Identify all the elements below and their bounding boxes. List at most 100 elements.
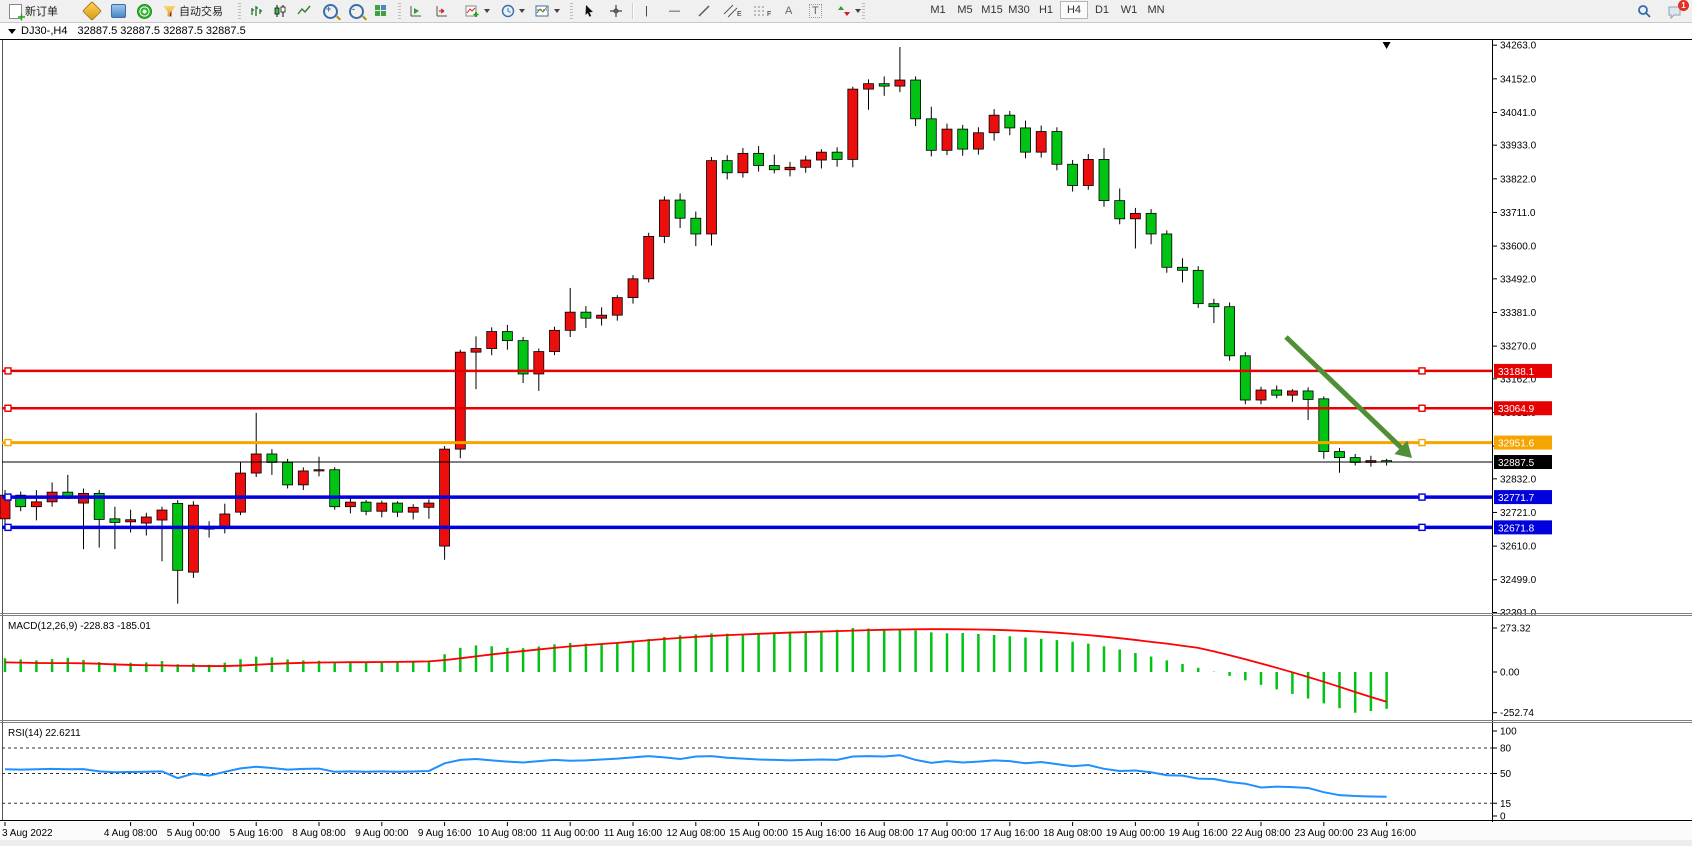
auto-trading-button[interactable]: 自动交易 [160,1,226,21]
rsi-scale-label: 50 [1500,769,1512,780]
tf-button-H4[interactable]: H4 [1060,1,1088,19]
zoom-out-icon: - [349,3,364,19]
line-handle[interactable] [4,493,12,501]
line-handle[interactable] [4,367,12,375]
tf-button-M30[interactable]: M30 [1008,4,1030,16]
auto-scroll-button[interactable] [406,1,426,21]
search-button[interactable] [1634,1,1655,21]
line-handle[interactable] [4,404,12,412]
cursor-icon [585,5,593,17]
indicators-button[interactable] [462,1,493,21]
new-order-button[interactable]: 新订单 [6,1,61,21]
vertical-line-tool[interactable]: | [642,1,651,21]
crosshair-tool-button[interactable] [606,1,626,21]
candle-body [266,453,278,463]
tf-button-D1[interactable]: D1 [1094,4,1110,16]
line-handle[interactable] [1418,523,1426,532]
candle-body [407,506,419,513]
periods-button[interactable] [498,1,528,21]
candle-body [376,502,388,512]
line-chart-mode-button[interactable] [294,1,314,21]
candle-body [878,83,890,87]
channel-tool[interactable]: E [720,1,745,21]
price-tick-label: 32832.0 [1500,474,1537,485]
metaeditor-button[interactable] [82,1,102,21]
chart-shift-icon [436,6,447,17]
price-tick-label: 33711.0 [1500,208,1536,219]
chart-shift-button[interactable] [432,1,452,21]
market-watch-button[interactable] [108,1,129,21]
template-icon [535,5,549,17]
candle-body [1224,306,1235,357]
text-tool[interactable]: A [782,1,795,21]
price-badge [1494,520,1552,535]
rsi-label: RSI(14) 22.6211 [8,728,81,739]
tf-button-MN[interactable]: MN [1147,4,1165,16]
candle-body [674,199,686,219]
line-handle[interactable] [1418,493,1426,501]
candle-body [156,509,168,521]
line-handle[interactable] [1418,367,1426,375]
tf-button-W1[interactable]: W1 [1120,4,1138,16]
candle-body [1302,390,1314,400]
candle-body [1208,303,1220,308]
arrows-tool[interactable] [834,1,864,21]
tf-button-M1[interactable]: M1 [930,4,946,16]
horizontal-line-tool[interactable]: — [666,1,683,21]
candle-body [313,469,325,472]
chart-title-bar[interactable]: DJ30-,H4 32887.5 32887.5 32887.5 32887.5 [0,23,1692,39]
cursor-tool-button[interactable] [580,1,598,21]
trend-arrow-head [1394,440,1412,458]
price-badge-label: 32951.6 [1498,439,1535,450]
candle-body [93,492,105,520]
periods-caret-icon [519,9,525,13]
line-handle[interactable] [4,523,12,532]
zoom-out-button[interactable]: - [346,1,367,21]
candlestick-mode-button[interactable] [270,1,290,21]
bar-chart-mode-button[interactable] [246,1,266,21]
line-handle[interactable] [4,438,12,447]
chart-symbol: DJ30-,H4 [21,25,68,37]
trendline-tool[interactable] [694,1,714,21]
zoom-in-button[interactable]: + [320,1,341,21]
price-badge [1494,490,1552,505]
notifications-button[interactable]: 1 [1664,0,1689,21]
tf-button-M15[interactable]: M15 [981,4,1003,16]
candle-body [643,235,655,280]
channel-letter: E [737,10,742,18]
candle-body [611,297,623,316]
tf-button-H1[interactable]: H1 [1038,4,1054,16]
price-badge-label: 33188.1 [1498,367,1535,378]
text-label-tool[interactable]: T [806,1,825,21]
candle-body [1035,131,1047,153]
candle-body [910,79,921,120]
market-window-icon [111,4,126,18]
line-handle[interactable] [1418,438,1426,447]
candle-body [360,501,372,512]
tile-windows-button[interactable] [372,1,390,21]
macd-label: MACD(12,26,9) -228.83 -185.01 [8,621,151,632]
candle-body [235,472,246,513]
candle-body [454,351,466,450]
rsi-scale-label: 0 [1500,812,1506,823]
templates-button[interactable] [532,1,563,21]
candle-body [109,518,121,523]
price-badge-label: 33064.9 [1498,404,1535,415]
fibo-letter: F [767,10,772,18]
trend-arrow[interactable] [1284,335,1407,453]
price-tick-label: 34041.0 [1500,108,1537,119]
auto-trading-icon [163,5,176,17]
time-tick-label: 12 Aug 08:00 [666,828,725,839]
fibonacci-tool[interactable]: F [750,1,774,21]
candle-body [800,159,812,168]
chart-dropdown-icon[interactable] [8,28,16,34]
time-tick-label: 18 Aug 08:00 [1043,828,1102,839]
search-icon [1638,4,1651,18]
main-toolbar: 新订单 自动交易 + - | [0,0,1692,23]
line-handle[interactable] [1418,404,1426,412]
tile-windows-icon [375,5,387,17]
candle-body [1287,390,1298,396]
signals-button[interactable] [134,1,155,21]
tf-button-M5[interactable]: M5 [957,4,973,16]
